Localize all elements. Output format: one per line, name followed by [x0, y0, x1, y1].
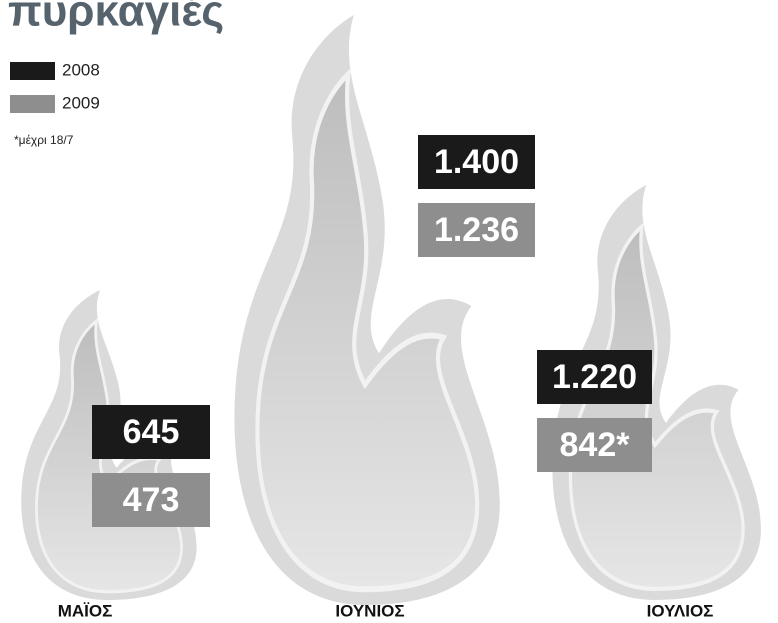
legend-label: 2009: [62, 93, 100, 112]
flame: [234, 15, 499, 605]
month-label: ΜΑΪΟΣ: [58, 601, 113, 620]
month-label: ΙΟΥΝΙΟΣ: [335, 601, 404, 620]
chart: πυρκαγιές *μέχρι 18/7 2008 2009 ΜΑΪΟΣ 645 47…: [0, 0, 778, 623]
value-label: 1.220: [552, 358, 637, 396]
chart-title: πυρκαγιές: [8, 0, 224, 36]
legend-swatch: [10, 95, 55, 113]
value-label: 1.236: [434, 211, 519, 249]
note: *μέχρι 18/7: [14, 133, 74, 147]
value-label: 842*: [560, 426, 631, 464]
value-label: 473: [123, 481, 180, 519]
value-label: 1.400: [434, 143, 519, 181]
month-label: ΙΟΥΛΙΟΣ: [647, 601, 714, 620]
value-label: 645: [123, 413, 180, 451]
legend-label: 2008: [62, 60, 100, 79]
legend-swatch: [10, 62, 55, 80]
